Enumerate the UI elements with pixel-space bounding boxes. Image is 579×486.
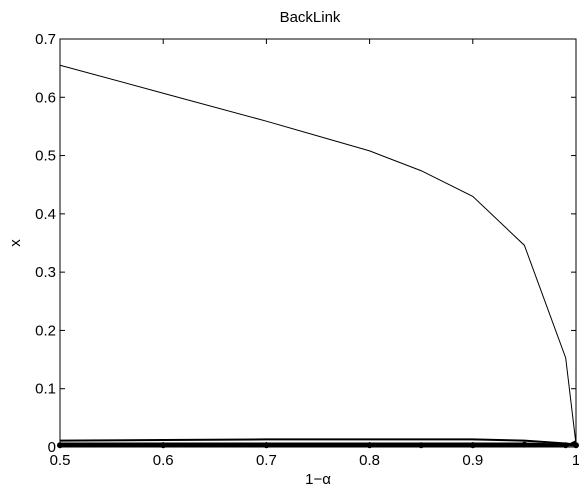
series-layer bbox=[57, 64, 579, 449]
y-tick-label: 0.1 bbox=[35, 381, 56, 398]
x-tick-label: 0.6 bbox=[153, 452, 174, 469]
series-line bbox=[60, 440, 577, 448]
series-line bbox=[59, 438, 577, 446]
x-axis-label: 1−α bbox=[305, 471, 331, 486]
y-tick-label: 0.6 bbox=[35, 89, 56, 106]
y-tick-label: 0.7 bbox=[35, 31, 56, 48]
y-tick-label: 0.5 bbox=[35, 148, 56, 165]
y-tick-label: 0.4 bbox=[35, 206, 56, 223]
series-line bbox=[60, 443, 576, 447]
x-tick-label: 0.5 bbox=[50, 452, 71, 469]
y-tick-label: 0.3 bbox=[35, 264, 56, 281]
series-line bbox=[59, 64, 577, 445]
x-tick-label: 0.7 bbox=[256, 452, 277, 469]
plot-frame bbox=[59, 38, 577, 448]
x-tick-label: 1 bbox=[572, 452, 579, 469]
x-tick-label: 0.8 bbox=[359, 452, 380, 469]
x-axis: 0.5 0.6 0.7 0.8 0.9 1 bbox=[50, 39, 579, 469]
y-axis-label: x bbox=[7, 239, 24, 247]
x-tick-label: 0.9 bbox=[462, 452, 483, 469]
y-tick-label: 0 bbox=[48, 439, 56, 456]
y-axis: 0 0.1 0.2 0.3 0.4 0.5 0.6 0.7 bbox=[35, 31, 576, 456]
chart-title: BackLink bbox=[280, 9, 341, 26]
y-tick-label: 0.2 bbox=[35, 322, 56, 339]
data-point bbox=[573, 442, 579, 449]
